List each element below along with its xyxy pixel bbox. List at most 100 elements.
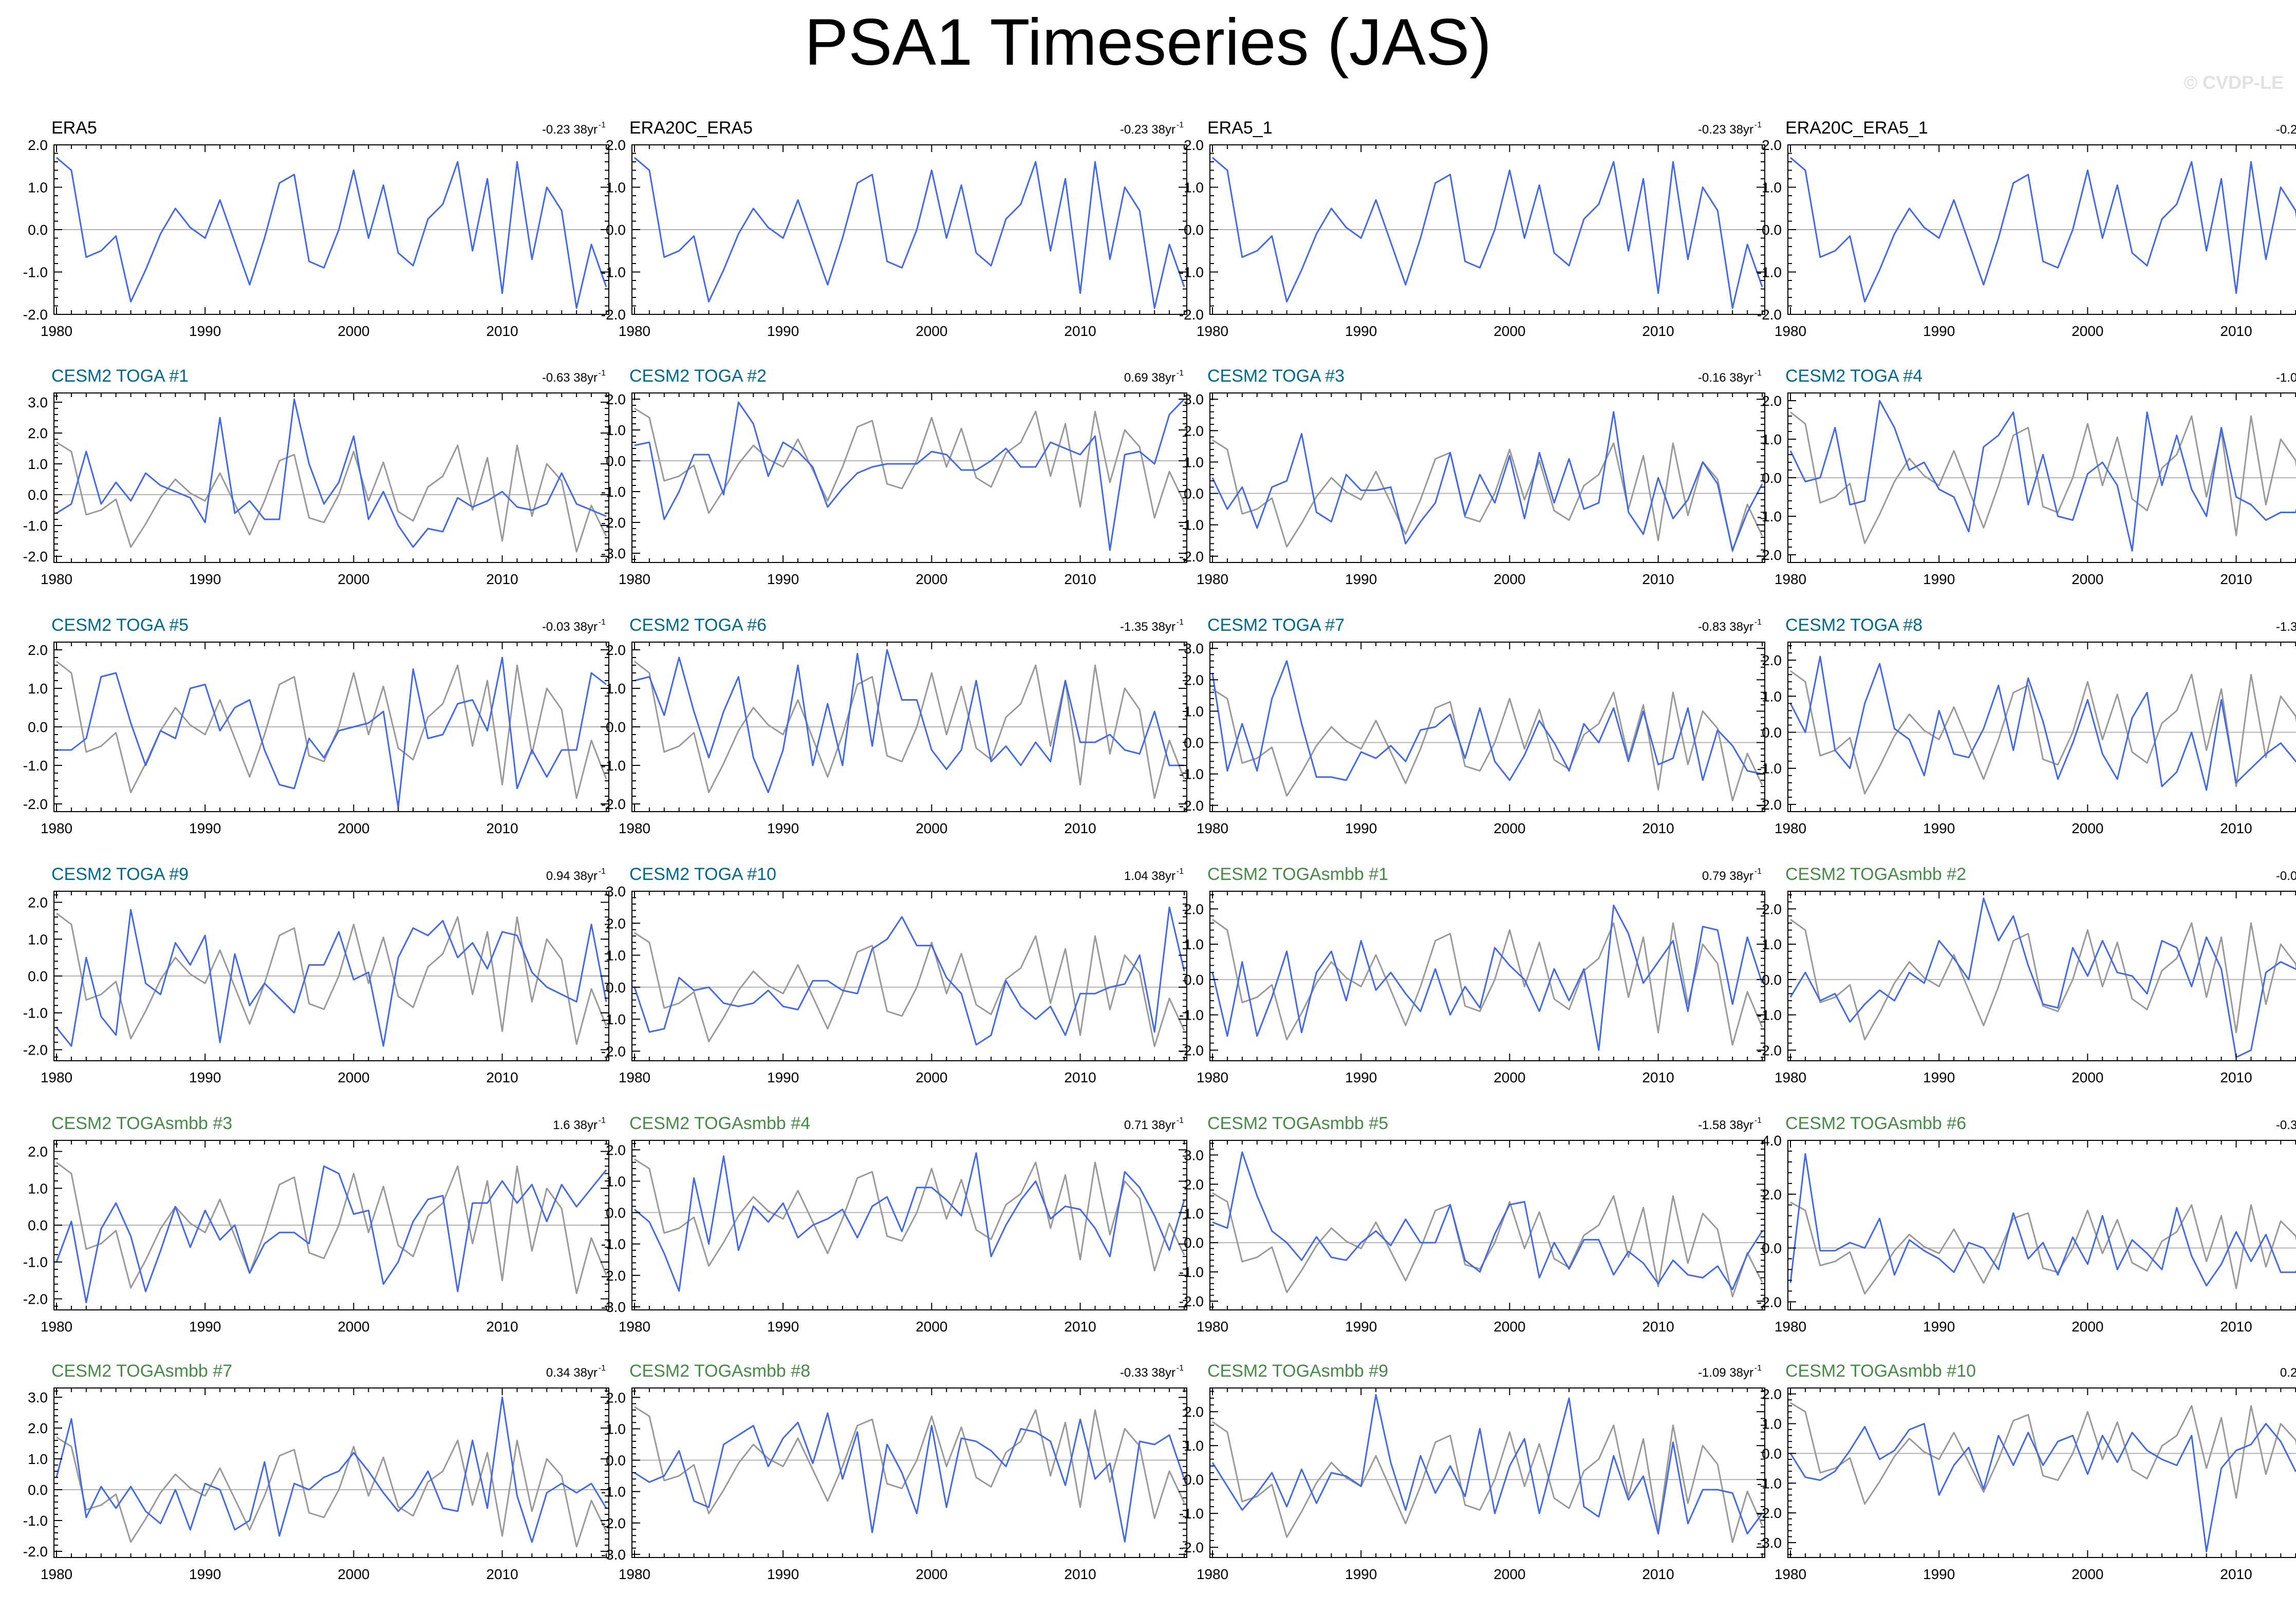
x-tick-label: 2000 xyxy=(2071,571,2103,587)
x-tick-label: 1980 xyxy=(1775,1566,1806,1582)
y-tick-label: -1.0 xyxy=(1757,509,1782,524)
plot-frame xyxy=(1209,642,1765,812)
observed-series-line xyxy=(1790,411,2296,544)
y-tick-label: 2.0 xyxy=(28,425,48,441)
y-tick-label: -1.0 xyxy=(1757,1007,1782,1023)
panel-title: ERA5 xyxy=(51,118,97,138)
y-tick-label: 3.0 xyxy=(1184,1147,1204,1163)
x-tick-label: 1990 xyxy=(189,1566,221,1582)
chart-panel: 1980 1990 2000 2010 -2.0 -1.0 0.0 1.0 2.0 3.0CESM… xyxy=(23,366,609,587)
chart-panel: 1980 1990 2000 2010 -3.0 -2.0 -1.0 0.0 1.0 2.0CES… xyxy=(1757,1361,2296,1582)
y-tick-label: 2.0 xyxy=(606,1390,626,1405)
model-series-line xyxy=(1789,897,2296,1058)
x-tick-label: 1990 xyxy=(1923,1069,1955,1085)
y-tick-label: 0.0 xyxy=(28,1482,48,1498)
plot-frame xyxy=(53,392,609,563)
trend-exponent: -1 xyxy=(1177,867,1184,876)
y-tick-label: -1.0 xyxy=(23,1513,48,1529)
x-tick-label: 1980 xyxy=(1775,323,1806,339)
x-tick-label: 2010 xyxy=(2220,323,2252,339)
y-tick-label: -2.0 xyxy=(1757,547,1782,563)
plot-frame xyxy=(1787,1387,2296,1558)
x-tick-label: 2010 xyxy=(2220,1319,2252,1335)
trend-label: -1.35 38yr xyxy=(1120,620,1175,634)
y-tick-label: -1.0 xyxy=(601,1484,626,1500)
observed-series-line xyxy=(634,407,1185,519)
y-tick-label: 0.0 xyxy=(1762,1446,1782,1461)
x-tick-label: 1990 xyxy=(1345,1319,1377,1335)
observed-series-line xyxy=(56,157,607,309)
observed-series-line xyxy=(1790,157,2296,303)
chart-panel: 1980 1990 2000 2010 -3.0 -2.0 -1.0 0.0 1.0 2.0CES… xyxy=(601,1361,1187,1582)
trend-exponent: -1 xyxy=(599,369,606,378)
trend-exponent: -1 xyxy=(1754,121,1762,129)
trend-exponent: -1 xyxy=(1177,369,1184,378)
x-tick-label: 2010 xyxy=(1642,323,1674,339)
observed-series-line xyxy=(634,1406,1185,1519)
y-tick-label: 2.0 xyxy=(1762,1187,1782,1203)
y-tick-label: 1.0 xyxy=(1184,454,1204,470)
x-tick-label: 2010 xyxy=(1642,820,1674,836)
x-tick-label: 2010 xyxy=(486,1319,518,1335)
observed-series-line xyxy=(1790,918,2296,1041)
y-tick-label: -2.0 xyxy=(601,1268,626,1284)
x-tick-label: 2000 xyxy=(338,323,369,339)
trend-label: -1.31 38yr xyxy=(2276,620,2296,634)
trend-label: -0.23 38yr xyxy=(1120,123,1175,137)
plot-frame xyxy=(1209,1140,1765,1310)
y-tick-label: -2.0 xyxy=(1179,1293,1204,1309)
y-tick-label: 1.0 xyxy=(1184,703,1204,719)
x-tick-label: 2010 xyxy=(486,1566,518,1582)
y-tick-label: -2.0 xyxy=(601,1043,626,1059)
x-tick-label: 2000 xyxy=(1494,571,1525,587)
panel-title: CESM2 TOGA #8 xyxy=(1785,615,1922,635)
y-tick-label: -1.0 xyxy=(1179,265,1204,280)
observed-series-line xyxy=(1790,1402,2296,1505)
chart-panel: 1980 1990 2000 2010 -3.0 -2.0 -1.0 0.0 1.0 2.0CES… xyxy=(601,366,1187,587)
y-tick-label: 0.0 xyxy=(28,1217,48,1233)
y-tick-label: 0.0 xyxy=(606,222,626,238)
observed-series-line xyxy=(1790,1202,2296,1295)
y-tick-label: -1.0 xyxy=(601,758,626,774)
observed-series-line xyxy=(1212,918,1763,1046)
trend-label: -0.23 38yr xyxy=(2276,123,2296,137)
trend-label: -0.07 38yr xyxy=(2276,869,2296,883)
trend-exponent: -1 xyxy=(1177,618,1184,627)
trend-exponent: -1 xyxy=(1177,121,1184,129)
y-tick-label: -3.0 xyxy=(1757,1535,1782,1551)
y-tick-label: 4.0 xyxy=(1762,1133,1782,1149)
y-tick-label: 1.0 xyxy=(606,422,626,438)
y-tick-label: 0.0 xyxy=(28,968,48,984)
model-series-line xyxy=(1211,905,1763,1051)
x-tick-label: 2010 xyxy=(486,571,518,587)
y-tick-label: 0.0 xyxy=(1762,470,1782,486)
y-tick-label: -1.0 xyxy=(601,1011,626,1027)
x-tick-label: 2000 xyxy=(916,820,947,836)
trend-exponent: -1 xyxy=(599,867,606,876)
x-tick-label: 2010 xyxy=(1642,1319,1674,1335)
y-tick-label: 0.0 xyxy=(1184,735,1204,751)
x-tick-label: 1990 xyxy=(1345,1566,1377,1582)
y-tick-label: 0.0 xyxy=(1184,1235,1204,1251)
panel-title: CESM2 TOGAsmbb #10 xyxy=(1785,1361,1976,1381)
x-tick-label: 2010 xyxy=(1642,1566,1674,1582)
observed-series-line xyxy=(56,1161,607,1294)
y-tick-label: 1.0 xyxy=(28,681,48,697)
y-tick-label: 2.0 xyxy=(1762,393,1782,409)
y-tick-label: -1.0 xyxy=(1179,766,1204,782)
y-tick-label: 1.0 xyxy=(606,1173,626,1189)
x-tick-label: 1990 xyxy=(1345,571,1377,587)
y-tick-label: 0.0 xyxy=(1762,725,1782,741)
y-tick-label: 2.0 xyxy=(28,1420,48,1436)
panel-title: CESM2 TOGAsmbb #2 xyxy=(1785,865,1966,884)
chart-panel: 1980 1990 2000 2010 -2.0 -1.0 0.0 1.0 2.0 3.0CESM… xyxy=(601,865,1187,1085)
x-tick-label: 1990 xyxy=(767,1069,799,1085)
panel-title: CESM2 TOGA #1 xyxy=(51,366,189,386)
y-tick-label: -2.0 xyxy=(1757,1294,1782,1310)
